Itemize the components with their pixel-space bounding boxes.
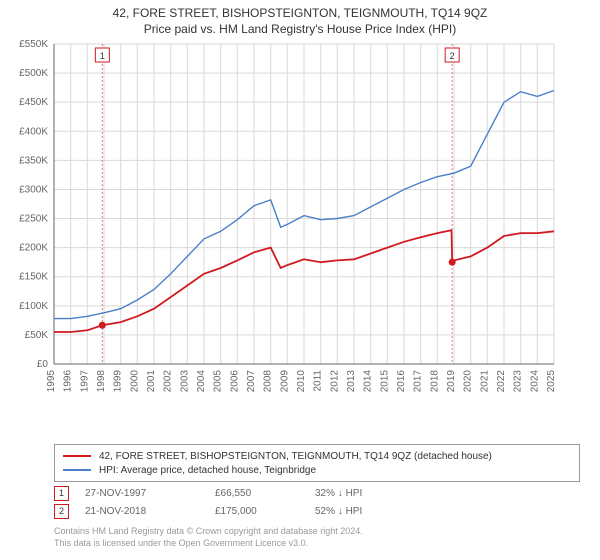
sales-table: 1 27-NOV-1997£66,55032% ↓ HPI 2 21-NOV-2018… — [54, 484, 435, 520]
legend-row: 42, FORE STREET, BISHOPSTEIGNTON, TEIGNM… — [63, 449, 571, 463]
y-tick-label: £250K — [19, 214, 48, 225]
x-tick-label: 2021 — [479, 370, 490, 393]
y-tick-label: £100K — [19, 301, 48, 312]
x-tick-label: 2016 — [396, 370, 407, 393]
sale-marker: 1 — [54, 486, 69, 501]
x-tick-label: 2011 — [313, 370, 324, 392]
x-tick-label: 2022 — [496, 370, 507, 393]
sale-price: £66,550 — [215, 488, 315, 499]
legend-swatch — [63, 455, 91, 457]
x-tick-label: 2024 — [529, 370, 540, 393]
x-tick-label: 2000 — [129, 370, 140, 393]
x-tick-label: 2004 — [196, 370, 207, 393]
legend-label: HPI: Average price, detached house, Teig… — [99, 465, 316, 476]
titles: 42, FORE STREET, BISHOPSTEIGNTON, TEIGNM… — [0, 0, 600, 36]
x-tick-label: 2008 — [263, 370, 274, 393]
y-tick-label: £400K — [19, 126, 48, 137]
sale-point — [449, 259, 456, 266]
y-tick-label: £50K — [25, 330, 49, 341]
y-tick-label: £450K — [19, 97, 48, 108]
sale-date: 27-NOV-1997 — [85, 488, 215, 499]
sale-marker-num: 2 — [450, 51, 455, 61]
legend-label: 42, FORE STREET, BISHOPSTEIGNTON, TEIGNM… — [99, 451, 492, 462]
attribution-line1: Contains HM Land Registry data © Crown c… — [54, 526, 363, 538]
sale-point — [99, 322, 106, 329]
x-tick-label: 2014 — [363, 370, 374, 393]
y-tick-label: £350K — [19, 155, 48, 166]
y-tick-label: £500K — [19, 68, 48, 79]
attribution: Contains HM Land Registry data © Crown c… — [54, 526, 363, 549]
title-line1: 42, FORE STREET, BISHOPSTEIGNTON, TEIGNM… — [0, 6, 600, 20]
x-tick-label: 1996 — [63, 370, 74, 393]
x-tick-label: 2009 — [279, 370, 290, 393]
x-tick-label: 2013 — [346, 370, 357, 393]
sale-marker: 2 — [54, 504, 69, 519]
x-tick-label: 1995 — [46, 370, 57, 393]
x-tick-label: 2010 — [296, 370, 307, 393]
x-tick-label: 2025 — [546, 370, 557, 393]
legend-row: HPI: Average price, detached house, Teig… — [63, 463, 571, 477]
x-tick-label: 2002 — [163, 370, 174, 393]
y-tick-label: £200K — [19, 243, 48, 254]
x-tick-label: 2012 — [329, 370, 340, 393]
x-tick-label: 2015 — [379, 370, 390, 393]
chart-container: 42, FORE STREET, BISHOPSTEIGNTON, TEIGNM… — [0, 0, 600, 560]
x-tick-label: 2017 — [413, 370, 424, 393]
x-tick-label: 2019 — [446, 370, 457, 393]
x-tick-label: 2001 — [146, 370, 157, 393]
x-tick-label: 1998 — [96, 370, 107, 393]
sale-date: 21-NOV-2018 — [85, 506, 215, 517]
sale-row: 2 21-NOV-2018£175,00052% ↓ HPI — [54, 502, 435, 520]
x-tick-label: 2023 — [513, 370, 524, 393]
x-tick-label: 1999 — [113, 370, 124, 393]
title-line2: Price paid vs. HM Land Registry's House … — [0, 22, 600, 36]
sale-pct: 52% ↓ HPI — [315, 506, 435, 517]
x-tick-label: 1997 — [79, 370, 90, 393]
chart: £0£50K£100K£150K£200K£250K£300K£350K£400… — [54, 44, 580, 404]
y-tick-label: £0 — [37, 359, 49, 370]
y-tick-label: £550K — [19, 39, 48, 50]
attribution-line2: This data is licensed under the Open Gov… — [54, 538, 363, 550]
legend: 42, FORE STREET, BISHOPSTEIGNTON, TEIGNM… — [54, 444, 580, 482]
x-tick-label: 2020 — [463, 370, 474, 393]
sale-marker-num: 1 — [100, 51, 105, 61]
legend-swatch — [63, 469, 91, 471]
sale-price: £175,000 — [215, 506, 315, 517]
y-tick-label: £300K — [19, 184, 48, 195]
y-tick-label: £150K — [19, 272, 48, 283]
sale-pct: 32% ↓ HPI — [315, 488, 435, 499]
x-tick-label: 2005 — [213, 370, 224, 393]
x-tick-label: 2018 — [429, 370, 440, 393]
x-tick-label: 2007 — [246, 370, 257, 393]
x-tick-label: 2006 — [229, 370, 240, 393]
sale-row: 1 27-NOV-1997£66,55032% ↓ HPI — [54, 484, 435, 502]
x-tick-label: 2003 — [179, 370, 190, 393]
